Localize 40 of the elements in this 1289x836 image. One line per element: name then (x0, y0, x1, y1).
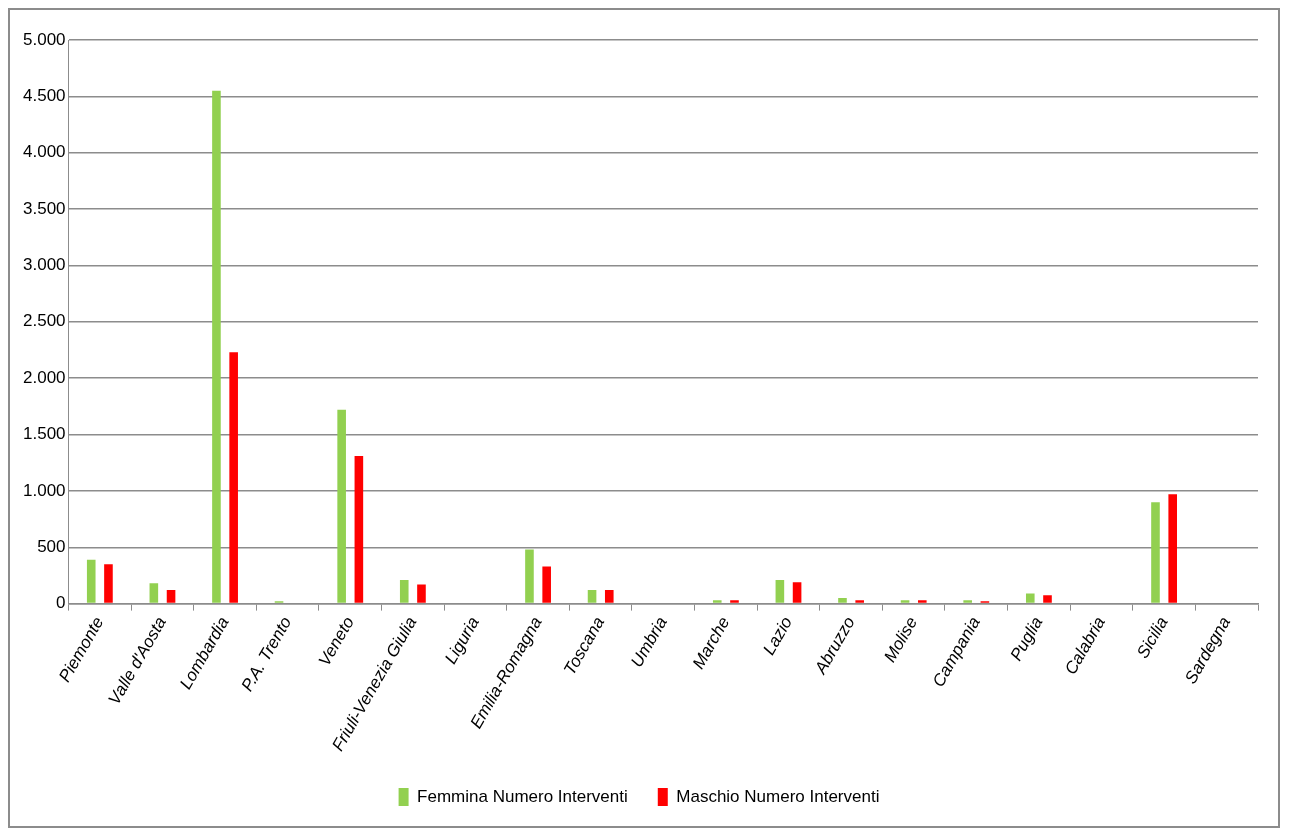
bar (212, 90, 221, 603)
bar (1043, 595, 1052, 603)
bar (229, 352, 238, 603)
bar (917, 600, 927, 603)
bar (1151, 502, 1160, 603)
bar (86, 559, 96, 603)
y-tick-label: 1.000 (22, 480, 66, 500)
y-tick-label: 0 (56, 593, 66, 613)
bar (587, 590, 597, 603)
y-tick-label: 3.000 (22, 255, 66, 275)
bar (604, 590, 614, 603)
bar (855, 600, 864, 603)
bar (417, 584, 426, 603)
bar (730, 600, 739, 603)
y-tick-label: 2.000 (22, 367, 66, 387)
bar (354, 455, 364, 603)
bar (166, 590, 176, 603)
bar (337, 409, 346, 603)
bar (775, 579, 785, 603)
bar (792, 582, 802, 603)
y-tick-label: 4.000 (22, 142, 66, 162)
y-tick-label: 5.000 (22, 29, 66, 49)
y-tick-label: 4.500 (22, 86, 66, 106)
y-tick-label: 2.500 (22, 311, 66, 331)
bar (838, 597, 847, 603)
bar (1168, 494, 1178, 603)
bar (149, 583, 159, 603)
bar (399, 579, 409, 603)
bar (900, 600, 910, 603)
bar (963, 600, 972, 603)
y-tick-label: 1.500 (22, 424, 66, 444)
bar (1025, 593, 1035, 603)
bar (542, 566, 551, 603)
y-tick-label: 500 (37, 536, 66, 556)
legend-label: Femmina Numero Interventi (417, 786, 628, 806)
bar (104, 564, 113, 603)
bar (712, 600, 722, 603)
legend-label: Maschio Numero Interventi (676, 786, 880, 806)
bar (525, 549, 534, 603)
y-tick-label: 3.500 (22, 198, 66, 218)
